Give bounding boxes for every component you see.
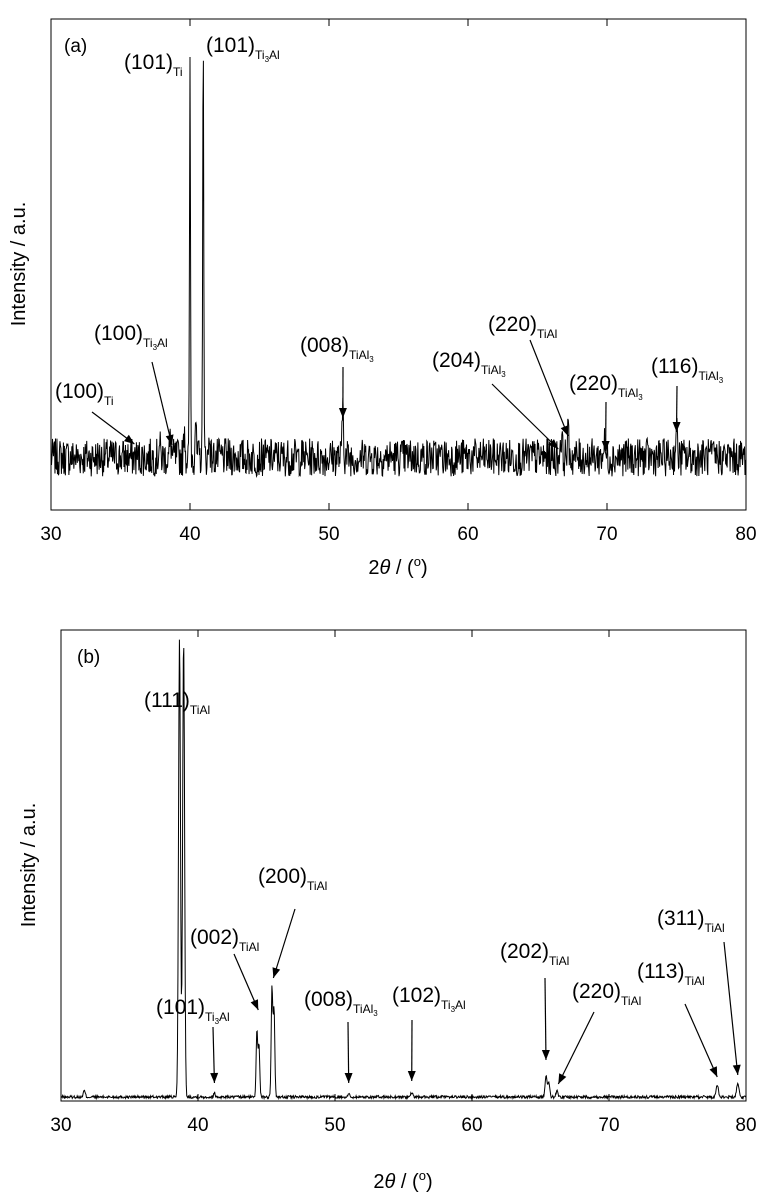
peak-label: (220)TiAl	[488, 313, 557, 341]
peak-label: (102)Ti3Al	[392, 984, 466, 1014]
peak-arrow	[272, 908, 296, 979]
y-axis-label: Intensity / a.u.	[8, 202, 30, 327]
peak-arrowhead	[407, 1070, 416, 1081]
plot-frame	[50, 18, 747, 511]
peak-arrowhead	[732, 1064, 741, 1075]
peak-label: (111)TiAl	[144, 689, 210, 717]
panel-label: (a)	[64, 36, 87, 57]
peak-label: (008)TiAl3	[304, 988, 378, 1018]
x-tick-label: 40	[179, 524, 200, 545]
x-tick-label: 80	[735, 524, 756, 545]
x-tick-label: 30	[40, 524, 61, 545]
peak-arrowhead	[250, 999, 259, 1010]
x-tick-label: 30	[50, 1115, 71, 1136]
peak-label: (100)Ti	[55, 380, 114, 408]
peak-arrowhead	[124, 434, 135, 444]
peak-label: (101)Ti3Al	[156, 996, 230, 1026]
peak-arrowhead	[558, 1073, 567, 1084]
peak-arrowhead	[344, 1072, 353, 1083]
peak-arrow	[557, 1011, 595, 1085]
panel-a: 30 40 50 60 70 80 (a) Intensity / a.u. 2θ / (o) (…	[8, 18, 757, 579]
x-tick-label: 50	[318, 524, 339, 545]
x-tick-label: 80	[735, 1115, 756, 1136]
peak-arrow	[684, 1003, 718, 1078]
peak-label: (204)TiAl3	[432, 349, 506, 379]
x-tick-label: 40	[187, 1115, 208, 1136]
peak-label: (202)TiAl	[500, 940, 569, 968]
peak-arrow	[544, 977, 547, 1061]
peak-arrow	[347, 1021, 350, 1084]
panel-b: 30 40 50 60 70 80 (b) Intensity / a.u. 2θ / (o) (…	[18, 629, 757, 1193]
x-axis-label: 2θ / (o)	[368, 554, 427, 579]
peak-label: (101)Ti	[124, 51, 183, 79]
series-line	[61, 639, 746, 1101]
plot-frame	[60, 629, 747, 1102]
peak-arrowhead	[548, 439, 559, 449]
x-tick-label: 60	[457, 524, 478, 545]
peak-label: (100)Ti3Al	[94, 322, 168, 352]
peak-arrowhead	[709, 1066, 718, 1077]
peak-label: (311)TiAl	[657, 907, 725, 935]
peak-arrow	[151, 361, 173, 446]
peak-arrowhead	[165, 434, 174, 445]
peak-arrowhead	[338, 407, 347, 418]
peak-label: (101)Ti3Al	[206, 34, 280, 64]
peak-arrow	[529, 339, 569, 437]
peak-arrow	[723, 941, 739, 1076]
peak-arrowhead	[541, 1049, 550, 1060]
panel-label: (b)	[77, 647, 100, 668]
peak-arrow	[491, 383, 559, 450]
x-tick-label: 70	[598, 1115, 619, 1136]
peak-arrowhead	[210, 1072, 219, 1083]
x-tick-label: 70	[596, 524, 617, 545]
peak-label: (008)TiAl3	[300, 334, 374, 364]
peak-arrowhead	[560, 425, 569, 436]
x-tick-label: 50	[324, 1115, 345, 1136]
peak-label: (220)TiAl	[572, 980, 641, 1008]
peak-label: (116)TiAl3	[651, 355, 724, 385]
series-line	[51, 57, 746, 478]
peak-label: (113)TiAl	[637, 960, 705, 988]
x-tick-label: 60	[461, 1115, 482, 1136]
peak-label: (002)TiAl	[190, 926, 259, 954]
peak-arrow	[233, 953, 259, 1011]
peak-label: (220)TiAl3	[569, 372, 643, 402]
y-axis-label: Intensity / a.u.	[18, 803, 40, 928]
peak-label: (200)TiAl	[258, 865, 327, 893]
peak-arrowhead	[272, 967, 281, 978]
peak-arrowhead	[672, 421, 681, 432]
x-axis-label: 2θ / (o)	[373, 1168, 432, 1193]
peak-arrowhead	[601, 440, 610, 451]
